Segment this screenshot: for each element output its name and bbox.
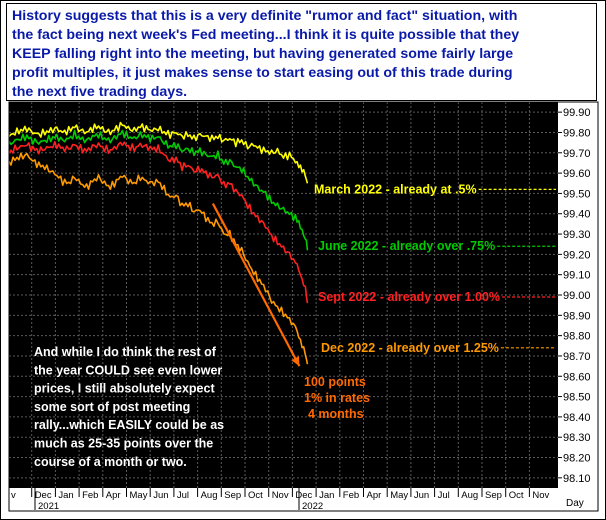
comment-line: the year COULD see even lower (34, 363, 222, 377)
y-tick-label: 98.40 (563, 412, 591, 424)
x-year-label: 2021 (38, 501, 59, 512)
series-labels: March 2022 - already at .5% June 2022 - a… (314, 182, 556, 355)
x-axis-panel (9, 488, 598, 511)
drop-note-line: 1% in rates (304, 391, 370, 405)
x-tick-label: Nov (532, 490, 549, 501)
y-tick-label: 98.70 (563, 351, 591, 363)
x-tick-label: Aug (201, 490, 218, 501)
x-tick-label: v (11, 490, 16, 501)
drop-note-line: 4 months (308, 407, 364, 421)
annotations: 100 points 1% in rates 4 months And while I… (34, 345, 370, 469)
comment-line: rally...which EASILY could be as (34, 418, 224, 432)
comment-line: prices, I still absolutely expect (34, 382, 215, 396)
y-tick-label: 99.50 (563, 188, 591, 200)
x-tick-label: Jun (153, 490, 168, 501)
x-tick-label: Sep (224, 490, 241, 501)
x-tick-label: Oct (509, 490, 524, 501)
y-tick-label: 99.20 (563, 249, 591, 261)
comment-line: course of a month or two. (34, 455, 187, 469)
drop-note-line: 100 points (304, 375, 366, 389)
y-tick-label: 99.70 (563, 148, 591, 160)
y-axis-ticks: 99.90 99.80 99.70 99.60 99.50 99.40 99.30 99.20… (558, 107, 591, 485)
x-tick-label: Aug (461, 490, 478, 501)
x-tick-label: Feb (82, 490, 98, 501)
y-tick-label: 99.40 (563, 209, 591, 221)
comment-line: some sort of post meeting (34, 400, 190, 414)
y-tick-label: 99.60 (563, 168, 591, 180)
series-line (8, 152, 309, 365)
x-tick-label: Dec (295, 490, 312, 501)
x-tick-label: May (390, 490, 408, 501)
y-tick-label: 98.90 (563, 310, 591, 322)
x-tick-label: Jan (319, 490, 334, 501)
arrow-head (291, 356, 300, 367)
series-label: June 2022 - already over .75% (318, 239, 495, 253)
y-tick-label: 99.00 (563, 290, 591, 302)
trend-arrow (211, 203, 301, 367)
x-axis-ticks: v Dec Jan Feb Apr May Jun Jul Aug Sep Oct Nov Dec Jan… (11, 488, 584, 512)
series-label: March 2022 - already at .5% (314, 182, 477, 196)
x-tick-label: Nov (272, 490, 289, 501)
series-line (8, 129, 309, 251)
y-tick-label: 98.20 (563, 453, 591, 465)
x-tick-label: Jan (58, 490, 73, 501)
x-tick-label: Jul (177, 490, 189, 501)
y-tick-label: 99.90 (563, 107, 591, 119)
series-lines (8, 121, 309, 365)
y-axis-panel (558, 102, 598, 488)
comment-line: much as 25-35 points over the (34, 437, 213, 451)
series-label: Sept 2022 - already over 1.00% (318, 290, 500, 304)
x-year-label: 2022 (302, 501, 323, 512)
y-tick-label: 99.30 (563, 229, 591, 241)
y-tick-label: 98.10 (563, 473, 591, 485)
y-tick-label: 98.50 (563, 392, 591, 404)
x-unit-label: Day (566, 498, 584, 509)
y-tick-label: 98.30 (563, 432, 591, 444)
arrow-shaft (211, 203, 301, 367)
x-tick-label: Apr (367, 490, 382, 501)
x-tick-label: Apr (106, 490, 121, 501)
x-tick-label: Sep (485, 490, 502, 501)
x-tick-label: Dec (35, 490, 52, 501)
x-tick-label: Feb (343, 490, 359, 501)
series-line (8, 121, 309, 184)
x-tick-label: Jul (438, 490, 450, 501)
y-tick-label: 99.80 (563, 127, 591, 139)
header-box (6, 3, 597, 101)
series-label: Dec 2022 - already over 1.25% (321, 341, 499, 355)
plot-border (8, 101, 599, 512)
x-tick-label: May (130, 490, 148, 501)
x-tick-label: Oct (248, 490, 263, 501)
header-commentary: History suggests that this is a very def… (12, 8, 520, 100)
comment-line: And while I do think the rest of (34, 345, 217, 359)
series-line (8, 140, 309, 304)
y-tick-label: 99.10 (563, 270, 591, 282)
y-tick-label: 98.60 (563, 371, 591, 383)
x-tick-label: Jun (414, 490, 429, 501)
y-tick-label: 98.80 (563, 331, 591, 343)
